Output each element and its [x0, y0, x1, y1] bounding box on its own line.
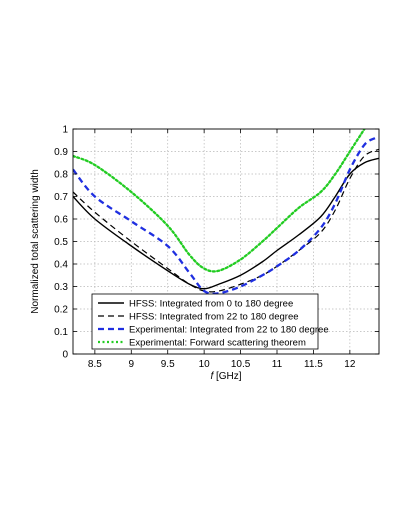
y-axis-label: Normalized total scattering width [30, 169, 41, 314]
legend-entry-2: HFSS: Integrated from 22 to 180 degree [129, 311, 299, 322]
x-tick-label: 12 [344, 359, 356, 370]
y-tick-label: 0.3 [54, 282, 68, 293]
legend-box [91, 293, 319, 350]
y-tick-label: 0.8 [54, 170, 68, 181]
y-tick-label: 0.5 [54, 237, 68, 248]
y-tick-label: 0.6 [54, 215, 68, 226]
y-tick-label: 0.1 [54, 327, 68, 338]
y-tick-label: 0.4 [54, 260, 68, 271]
grid [73, 129, 379, 354]
x-tick-label: 9 [129, 359, 135, 370]
x-tick-label: 9.5 [161, 359, 175, 370]
x-tick-label: 8.5 [88, 359, 102, 370]
axis-ticks [73, 128, 379, 355]
series-line-4 [73, 129, 366, 273]
legend: HFSS: Integrated from 0 to 180 degree HFS… [91, 293, 329, 350]
series-line-2 [73, 148, 379, 293]
x-tick-label: 10 [199, 359, 211, 370]
series-line-1 [73, 157, 379, 290]
series-line-3 [73, 136, 376, 295]
y-tick-label: 1 [62, 125, 68, 136]
legend-entry-1: HFSS: Integrated from 0 to 180 degree [129, 298, 293, 309]
legend-entry-4: Experimental: Forward scattering theorem [129, 337, 306, 348]
x-axis-tick-labels: 8.5 9 9.5 10 10.5 11 11.5 12 [88, 359, 356, 370]
x-tick-label: 11 [272, 359, 283, 370]
x-axis-label-symbol: f [210, 371, 214, 382]
x-axis-label: f [GHz] [210, 371, 241, 382]
y-tick-label: 0 [62, 350, 68, 361]
y-tick-label: 0.2 [54, 305, 68, 316]
series-lines [73, 129, 379, 295]
y-axis-tick-labels: 0 0.1 0.2 0.3 0.4 0.5 0.6 0.7 0.8 0.9 1 [54, 125, 68, 361]
x-axis-label-unit: [GHz] [213, 371, 242, 382]
y-tick-label: 0.7 [54, 192, 68, 203]
x-tick-label: 10.5 [231, 359, 251, 370]
legend-entry-3: Experimental: Integrated from 22 to 180 … [129, 324, 329, 335]
x-tick-label: 11.5 [304, 359, 323, 370]
y-tick-label: 0.9 [54, 147, 68, 158]
